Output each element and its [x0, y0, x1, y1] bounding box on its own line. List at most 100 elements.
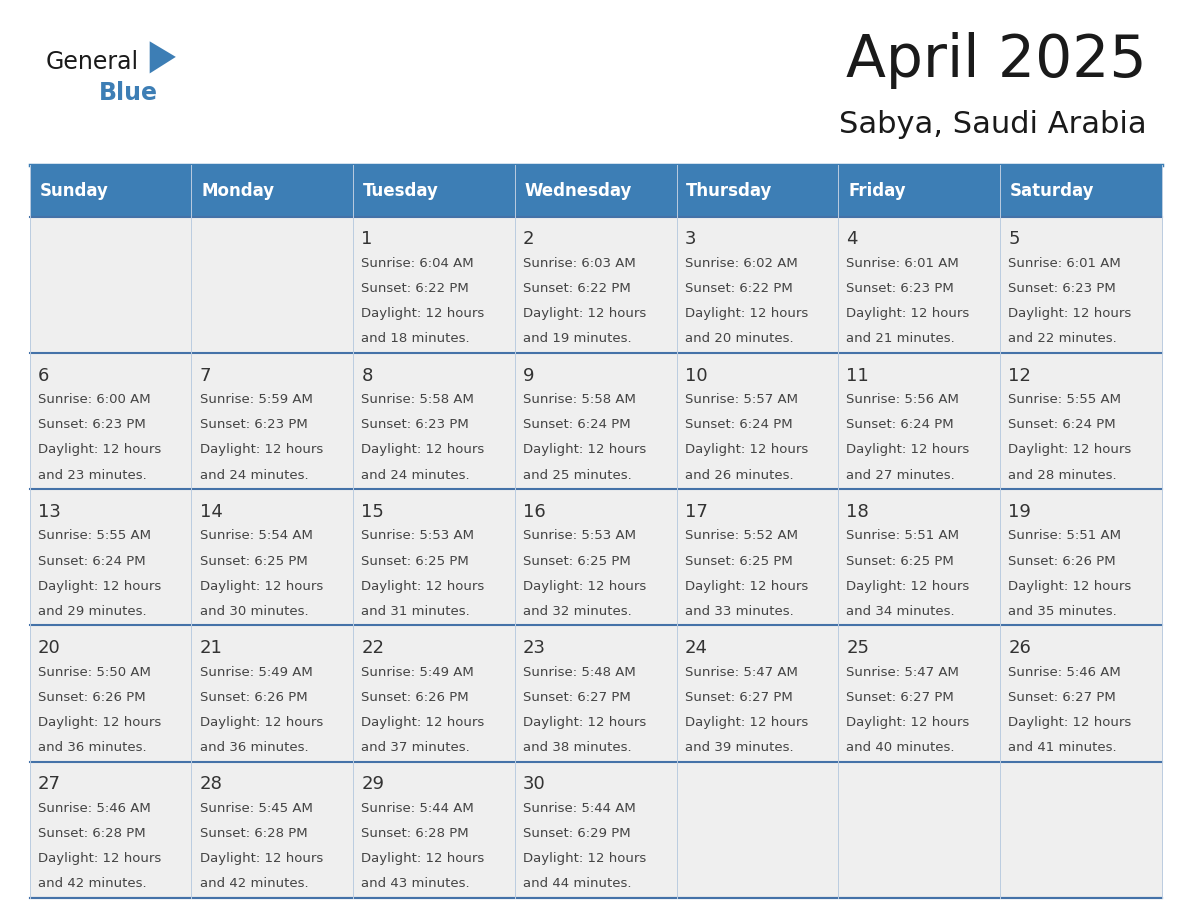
- Text: and 30 minutes.: and 30 minutes.: [200, 605, 308, 618]
- Text: 27: 27: [38, 775, 61, 793]
- Text: 23: 23: [523, 639, 546, 657]
- Bar: [514, 762, 677, 898]
- Text: Sunset: 6:28 PM: Sunset: 6:28 PM: [38, 827, 145, 840]
- Bar: [839, 165, 1000, 217]
- Text: and 42 minutes.: and 42 minutes.: [38, 878, 146, 890]
- Text: Sunrise: 5:55 AM: Sunrise: 5:55 AM: [1009, 393, 1121, 406]
- Text: and 36 minutes.: and 36 minutes.: [200, 741, 308, 755]
- Text: 7: 7: [200, 366, 211, 385]
- Bar: [353, 165, 514, 217]
- Text: and 44 minutes.: and 44 minutes.: [523, 878, 632, 890]
- Text: 6: 6: [38, 366, 49, 385]
- Text: Sunset: 6:27 PM: Sunset: 6:27 PM: [847, 690, 954, 704]
- Text: 22: 22: [361, 639, 384, 657]
- Text: Sunset: 6:28 PM: Sunset: 6:28 PM: [361, 827, 469, 840]
- Text: Sunset: 6:25 PM: Sunset: 6:25 PM: [684, 554, 792, 567]
- Bar: [677, 165, 839, 217]
- Bar: [30, 353, 191, 489]
- Bar: [30, 217, 191, 353]
- Text: 29: 29: [361, 775, 384, 793]
- Bar: [30, 489, 191, 625]
- Text: Thursday: Thursday: [687, 182, 772, 200]
- Text: Daylight: 12 hours: Daylight: 12 hours: [1009, 716, 1131, 729]
- Text: Sunrise: 5:54 AM: Sunrise: 5:54 AM: [200, 530, 312, 543]
- Text: 19: 19: [1009, 503, 1031, 521]
- Text: Sunrise: 5:51 AM: Sunrise: 5:51 AM: [847, 530, 960, 543]
- Bar: [1000, 353, 1162, 489]
- Bar: [514, 625, 677, 762]
- Text: Sunset: 6:26 PM: Sunset: 6:26 PM: [1009, 554, 1116, 567]
- Text: and 23 minutes.: and 23 minutes.: [38, 469, 146, 482]
- Text: Sunset: 6:29 PM: Sunset: 6:29 PM: [523, 827, 631, 840]
- Text: and 18 minutes.: and 18 minutes.: [361, 332, 470, 345]
- Text: and 19 minutes.: and 19 minutes.: [523, 332, 632, 345]
- Bar: [191, 217, 353, 353]
- Text: Daylight: 12 hours: Daylight: 12 hours: [847, 579, 969, 593]
- Text: Sunrise: 6:01 AM: Sunrise: 6:01 AM: [1009, 257, 1121, 270]
- Text: Daylight: 12 hours: Daylight: 12 hours: [1009, 308, 1131, 320]
- Text: Sunset: 6:23 PM: Sunset: 6:23 PM: [200, 419, 308, 431]
- Text: and 21 minutes.: and 21 minutes.: [847, 332, 955, 345]
- Text: 3: 3: [684, 230, 696, 248]
- Text: Wednesday: Wednesday: [525, 182, 632, 200]
- Text: Daylight: 12 hours: Daylight: 12 hours: [38, 579, 162, 593]
- Text: Sunrise: 5:57 AM: Sunrise: 5:57 AM: [684, 393, 797, 406]
- Text: Sunrise: 6:01 AM: Sunrise: 6:01 AM: [847, 257, 959, 270]
- Text: and 32 minutes.: and 32 minutes.: [523, 605, 632, 618]
- Text: Sunrise: 6:02 AM: Sunrise: 6:02 AM: [684, 257, 797, 270]
- Text: Daylight: 12 hours: Daylight: 12 hours: [847, 308, 969, 320]
- Text: and 35 minutes.: and 35 minutes.: [1009, 605, 1117, 618]
- Text: 8: 8: [361, 366, 373, 385]
- Text: 26: 26: [1009, 639, 1031, 657]
- Text: 4: 4: [847, 230, 858, 248]
- Text: Daylight: 12 hours: Daylight: 12 hours: [200, 852, 323, 865]
- Text: Daylight: 12 hours: Daylight: 12 hours: [847, 716, 969, 729]
- Text: 5: 5: [1009, 230, 1019, 248]
- Bar: [30, 165, 191, 217]
- Text: Sunrise: 5:44 AM: Sunrise: 5:44 AM: [361, 801, 474, 815]
- Text: Daylight: 12 hours: Daylight: 12 hours: [847, 443, 969, 456]
- Text: Sunrise: 5:53 AM: Sunrise: 5:53 AM: [523, 530, 636, 543]
- Bar: [677, 217, 839, 353]
- Text: Daylight: 12 hours: Daylight: 12 hours: [523, 579, 646, 593]
- Text: and 22 minutes.: and 22 minutes.: [1009, 332, 1117, 345]
- Text: Sunrise: 5:46 AM: Sunrise: 5:46 AM: [1009, 666, 1121, 678]
- Text: Sunset: 6:23 PM: Sunset: 6:23 PM: [847, 282, 954, 295]
- Text: Sunset: 6:27 PM: Sunset: 6:27 PM: [684, 690, 792, 704]
- Text: 17: 17: [684, 503, 708, 521]
- Text: and 43 minutes.: and 43 minutes.: [361, 878, 470, 890]
- Text: Sunset: 6:22 PM: Sunset: 6:22 PM: [361, 282, 469, 295]
- Text: General: General: [45, 50, 138, 74]
- Text: Sunset: 6:24 PM: Sunset: 6:24 PM: [1009, 419, 1116, 431]
- Text: Sunset: 6:27 PM: Sunset: 6:27 PM: [1009, 690, 1116, 704]
- Bar: [839, 353, 1000, 489]
- Text: Sunrise: 5:59 AM: Sunrise: 5:59 AM: [200, 393, 312, 406]
- Text: Daylight: 12 hours: Daylight: 12 hours: [684, 579, 808, 593]
- Text: Sunrise: 5:46 AM: Sunrise: 5:46 AM: [38, 801, 151, 815]
- Text: Sunrise: 5:52 AM: Sunrise: 5:52 AM: [684, 530, 797, 543]
- Text: 20: 20: [38, 639, 61, 657]
- Text: and 42 minutes.: and 42 minutes.: [200, 878, 308, 890]
- Bar: [191, 762, 353, 898]
- Text: and 41 minutes.: and 41 minutes.: [1009, 741, 1117, 755]
- Text: Daylight: 12 hours: Daylight: 12 hours: [523, 308, 646, 320]
- Text: 18: 18: [847, 503, 870, 521]
- Text: Sunrise: 5:45 AM: Sunrise: 5:45 AM: [200, 801, 312, 815]
- Text: and 38 minutes.: and 38 minutes.: [523, 741, 632, 755]
- Text: 24: 24: [684, 639, 708, 657]
- Text: Sunrise: 6:04 AM: Sunrise: 6:04 AM: [361, 257, 474, 270]
- Text: and 26 minutes.: and 26 minutes.: [684, 469, 794, 482]
- Bar: [353, 762, 514, 898]
- Text: Sunset: 6:22 PM: Sunset: 6:22 PM: [684, 282, 792, 295]
- Bar: [677, 762, 839, 898]
- Text: Sunrise: 5:58 AM: Sunrise: 5:58 AM: [361, 393, 474, 406]
- Text: Sunrise: 5:44 AM: Sunrise: 5:44 AM: [523, 801, 636, 815]
- Text: Daylight: 12 hours: Daylight: 12 hours: [38, 443, 162, 456]
- Text: 30: 30: [523, 775, 545, 793]
- Text: 9: 9: [523, 366, 535, 385]
- Text: Daylight: 12 hours: Daylight: 12 hours: [684, 716, 808, 729]
- Text: Daylight: 12 hours: Daylight: 12 hours: [38, 852, 162, 865]
- Text: Sunset: 6:24 PM: Sunset: 6:24 PM: [684, 419, 792, 431]
- Bar: [191, 353, 353, 489]
- Text: Sunset: 6:25 PM: Sunset: 6:25 PM: [847, 554, 954, 567]
